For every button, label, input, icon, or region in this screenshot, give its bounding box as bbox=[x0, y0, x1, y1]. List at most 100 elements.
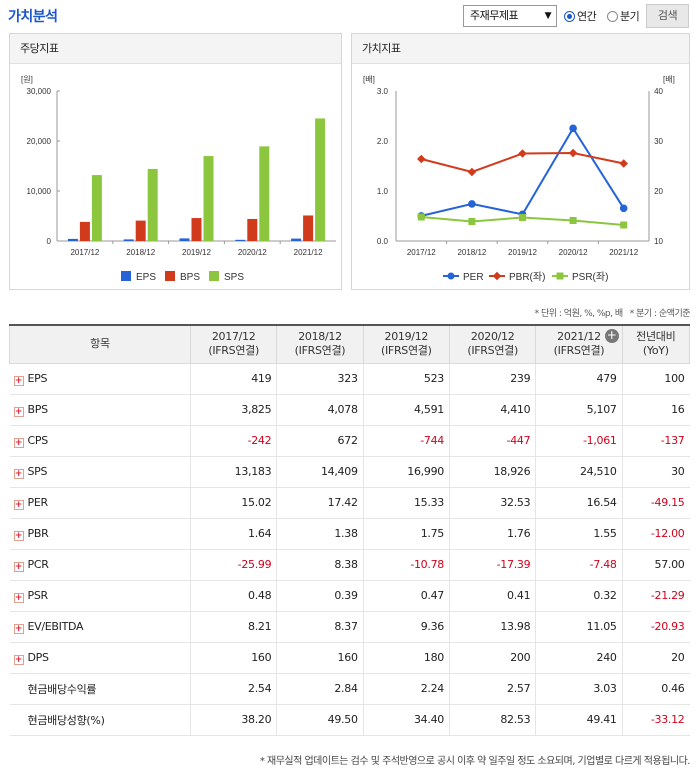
expand-icon[interactable]: + bbox=[13, 468, 24, 479]
y-tick-label: 30,000 bbox=[27, 87, 52, 96]
expand-icon[interactable]: + bbox=[13, 437, 24, 448]
table-header-row: 항목 2017/12 (IFRS연결) 2018/12 (IFRS연결) 2019/… bbox=[9, 324, 691, 364]
row-label[interactable]: + EV/EBITDA bbox=[9, 611, 191, 643]
table-cell: 2.54 bbox=[190, 673, 278, 705]
table-cell: 8.21 bbox=[190, 611, 278, 643]
point-psr bbox=[417, 213, 425, 221]
x-tick-label: 2020/12 bbox=[238, 248, 267, 257]
unit-notes: * 단위 : 억원, %, %p, 배 * 분기 : 순액기준 bbox=[0, 306, 691, 319]
table-cell: -17.39 bbox=[449, 549, 537, 581]
x-tick-label: 2021/12 bbox=[609, 248, 638, 257]
x-tick-label: 2018/12 bbox=[457, 248, 486, 257]
row-label[interactable]: + PSR bbox=[9, 580, 191, 612]
table-cell: 3.03 bbox=[535, 673, 623, 705]
table-cell: 16.54 bbox=[535, 487, 623, 519]
table-cell: 180 bbox=[363, 642, 450, 674]
expand-icon[interactable]: + bbox=[13, 530, 24, 541]
table-row: + PER 15.02 17.42 15.33 32.53 16.54 -49.15 bbox=[9, 487, 690, 519]
table-cell: 0.39 bbox=[276, 580, 364, 612]
y-tick-label-right: 30 bbox=[654, 137, 663, 146]
table-row: + CPS -242 672 -744 -447 -1,061 -137 bbox=[9, 425, 690, 457]
table-cell: -12.00 bbox=[622, 518, 690, 550]
radio-annual[interactable]: 연간 bbox=[564, 8, 597, 24]
legend-swatch bbox=[121, 271, 131, 281]
radio-annual-label: 연간 bbox=[577, 10, 597, 23]
row-label[interactable]: + PER bbox=[9, 487, 191, 519]
table-cell: -744 bbox=[363, 425, 450, 457]
table-cell: 8.38 bbox=[276, 549, 364, 581]
row-label[interactable]: + EPS bbox=[9, 363, 191, 395]
table-cell: -1,061 bbox=[535, 425, 623, 457]
point-psr bbox=[620, 221, 628, 229]
table-row: + PCR -25.99 8.38 -10.78 -17.39 -7.48 57.00 bbox=[9, 549, 690, 581]
legend-marker bbox=[556, 272, 564, 280]
y-tick-label-right: 10 bbox=[654, 237, 663, 246]
table-cell: 4,410 bbox=[449, 394, 537, 426]
table-cell: -25.99 bbox=[190, 549, 278, 581]
row-label[interactable]: + SPS bbox=[9, 456, 191, 488]
bar-bps bbox=[191, 218, 202, 241]
row-label[interactable]: + DPS bbox=[9, 642, 191, 674]
expand-icon[interactable]: + bbox=[13, 623, 24, 634]
table-row: + PSR 0.48 0.39 0.47 0.41 0.32 -21.29 bbox=[9, 580, 690, 612]
expand-icon[interactable]: + bbox=[13, 654, 24, 665]
x-tick-label: 2019/12 bbox=[182, 248, 211, 257]
row-name: 현금배당수익률 bbox=[27, 682, 97, 696]
table-cell: 240 bbox=[535, 642, 623, 674]
row-name: DPS bbox=[27, 650, 49, 664]
y-axis-label: [원] bbox=[21, 75, 33, 84]
radio-quarter-label: 분기 bbox=[620, 10, 640, 23]
expand-icon[interactable]: + bbox=[13, 561, 24, 572]
table-row: + EPS 419 323 523 239 479 100 bbox=[9, 363, 690, 395]
table-cell: 49.50 bbox=[276, 704, 364, 736]
radio-quarter[interactable]: 분기 bbox=[607, 8, 640, 24]
radio-checked-icon bbox=[564, 11, 575, 22]
header-year: 2018/12 (IFRS연결) bbox=[276, 324, 364, 364]
point-pbr bbox=[417, 154, 426, 164]
header-item: 항목 bbox=[9, 324, 191, 364]
row-label[interactable]: + CPS bbox=[9, 425, 191, 457]
search-button[interactable]: 검색 bbox=[646, 4, 689, 28]
table-cell: 672 bbox=[276, 425, 364, 457]
bar-eps bbox=[291, 238, 302, 241]
expand-icon[interactable]: + bbox=[13, 499, 24, 510]
table-cell: 15.33 bbox=[363, 487, 450, 519]
table-cell: 0.46 bbox=[622, 673, 690, 705]
table-cell: 24,510 bbox=[535, 456, 623, 488]
row-name: PCR bbox=[27, 557, 49, 571]
expand-icon[interactable]: + bbox=[13, 375, 24, 386]
table-cell: 18,926 bbox=[449, 456, 537, 488]
table-cell: -49.15 bbox=[622, 487, 690, 519]
unit-note: * 단위 : 억원, %, %p, 배 bbox=[534, 309, 624, 319]
y-axis-label-left: [배] bbox=[363, 75, 375, 84]
row-label[interactable]: + PBR bbox=[9, 518, 191, 550]
y-tick-label-left: 2.0 bbox=[377, 137, 389, 146]
table-cell: 2.24 bbox=[363, 673, 450, 705]
bar-sps bbox=[203, 156, 214, 241]
table-row: + EV/EBITDA 8.21 8.37 9.36 13.98 11.05 -20.93 bbox=[9, 611, 690, 643]
x-tick-label: 2018/12 bbox=[126, 248, 155, 257]
select-value: 주재무제표 bbox=[470, 9, 519, 22]
expand-icon[interactable]: + bbox=[13, 406, 24, 417]
table-cell: 1.55 bbox=[535, 518, 623, 550]
header-year: 2021/12 (IFRS연결) + bbox=[535, 324, 623, 364]
expand-icon[interactable]: + bbox=[13, 592, 24, 603]
row-label[interactable]: + PCR bbox=[9, 549, 191, 581]
table-cell: 17.42 bbox=[276, 487, 364, 519]
statement-type-select[interactable]: 주재무제표 ▼ bbox=[463, 5, 557, 27]
x-tick-label: 2017/12 bbox=[407, 248, 436, 257]
table-cell: 0.41 bbox=[449, 580, 537, 612]
add-column-icon[interactable]: + bbox=[604, 329, 619, 343]
row-name: EPS bbox=[27, 371, 48, 385]
table-cell: 200 bbox=[449, 642, 537, 674]
point-pbr bbox=[568, 148, 578, 158]
row-name: CPS bbox=[27, 433, 49, 447]
table-cell: 82.53 bbox=[449, 704, 537, 736]
table-cell: -33.12 bbox=[622, 704, 690, 736]
row-name: PER bbox=[27, 495, 49, 509]
row-label[interactable]: + BPS bbox=[9, 394, 191, 426]
table-cell: 100 bbox=[622, 363, 690, 395]
table-cell: 479 bbox=[535, 363, 623, 395]
table-cell: 8.37 bbox=[276, 611, 364, 643]
table-cell: -7.48 bbox=[535, 549, 623, 581]
